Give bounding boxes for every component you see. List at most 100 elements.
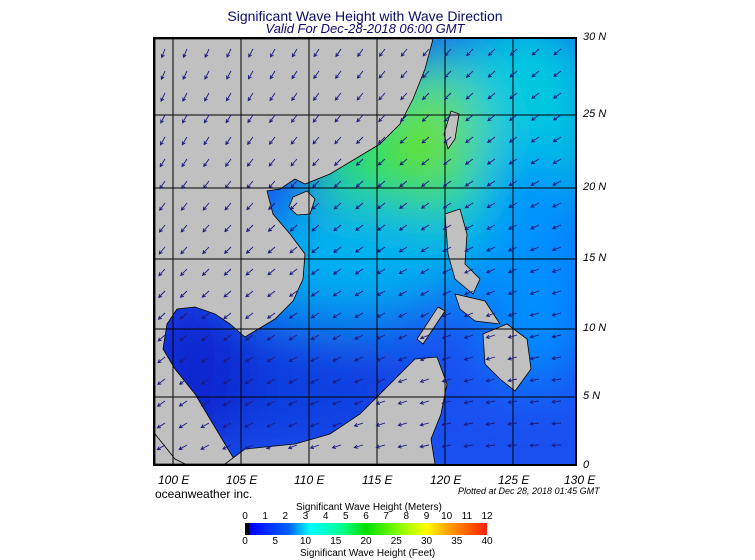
wave-direction-arrow	[419, 378, 430, 383]
wave-direction-arrow	[335, 48, 342, 58]
wave-direction-arrow	[309, 400, 320, 406]
land-mindanao	[482, 323, 532, 392]
wave-direction-arrow	[178, 378, 188, 385]
colorbar-meters-tick: 2	[282, 511, 289, 522]
wave-direction-arrow	[463, 422, 474, 427]
wave-direction-arrow	[225, 136, 232, 146]
wave-direction-arrow	[159, 202, 166, 212]
lon-label: 110 E	[294, 473, 325, 487]
wave-direction-arrow	[485, 356, 496, 361]
wave-direction-arrow	[529, 312, 540, 317]
wave-direction-arrow	[486, 224, 496, 230]
wave-direction-arrow	[552, 136, 562, 143]
lon-label: 100 E	[158, 473, 190, 487]
wave-direction-arrow	[202, 202, 210, 211]
wave-direction-arrow	[552, 92, 562, 99]
wave-direction-arrow	[179, 334, 188, 342]
wave-direction-arrow	[332, 268, 342, 275]
wave-direction-arrow	[442, 180, 452, 187]
wave-direction-arrow	[509, 48, 518, 56]
wave-direction-arrow	[334, 92, 342, 101]
wave-direction-arrow	[421, 114, 430, 122]
wave-direction-arrow	[269, 114, 276, 124]
wave-direction-arrow	[290, 114, 298, 123]
colorbar-feet-tick: 15	[330, 536, 342, 547]
wave-direction-arrow	[158, 246, 166, 255]
colorbar-feet-tick: 30	[420, 536, 433, 547]
wave-direction-arrow	[441, 378, 452, 383]
wave-direction-arrow	[419, 422, 430, 427]
wave-direction-arrow	[287, 422, 298, 428]
wave-direction-arrow	[464, 180, 474, 187]
wave-direction-arrow	[245, 290, 254, 298]
wave-direction-arrow	[157, 378, 166, 386]
land	[155, 39, 532, 464]
wave-direction-arrow	[487, 70, 496, 78]
wave-direction-arrow	[444, 48, 452, 57]
wave-direction-arrow	[507, 421, 518, 426]
wave-direction-arrow	[378, 48, 386, 57]
wave-direction-arrow	[267, 290, 276, 298]
wave-direction-arrow	[246, 158, 254, 167]
wave-direction-arrow	[224, 180, 232, 189]
wave-direction-arrow	[203, 114, 210, 124]
wave-direction-arrow	[377, 136, 386, 144]
wave-direction-arrow	[419, 356, 430, 362]
wave-direction-arrow	[159, 158, 166, 168]
lon-label: 120 E	[430, 473, 462, 487]
wave-direction-arrow	[313, 70, 320, 80]
wave-direction-arrow	[553, 48, 562, 56]
wave-direction-arrow	[442, 246, 452, 252]
wave-direction-arrow	[269, 70, 276, 80]
wave-direction-arrow	[290, 180, 298, 189]
wave-direction-arrow	[244, 356, 254, 363]
wave-direction-arrow	[246, 180, 254, 189]
wave-direction-arrow	[529, 224, 540, 230]
wave-direction-arrow	[331, 378, 342, 384]
wave-direction-arrow	[332, 356, 342, 362]
wave-direction-arrow	[204, 92, 210, 102]
wave-direction-arrow	[420, 224, 430, 231]
wave-direction-arrow	[553, 70, 562, 78]
wave-direction-arrow	[507, 268, 518, 274]
wave-direction-arrow	[507, 400, 518, 405]
wave-direction-arrow	[312, 158, 320, 167]
wave-direction-arrow	[331, 422, 342, 428]
colorbar-feet-tick: 20	[360, 536, 372, 547]
wave-direction-arrow	[529, 290, 540, 295]
land-borneo	[224, 356, 448, 464]
wave-direction-arrow	[422, 48, 430, 57]
map-svg	[155, 39, 575, 464]
wave-direction-arrow	[200, 422, 210, 428]
wave-direction-arrow	[441, 444, 452, 449]
wave-direction-arrow	[311, 224, 320, 232]
wave-direction-arrows	[156, 48, 562, 451]
wave-direction-arrow	[400, 70, 408, 79]
wave-direction-arrow	[463, 334, 474, 339]
wave-direction-arrow	[333, 224, 342, 232]
wave-direction-arrow	[158, 224, 166, 233]
wave-direction-arrow	[313, 92, 320, 101]
wave-direction-arrow	[529, 443, 540, 448]
wave-direction-arrow	[376, 224, 386, 231]
wave-direction-arrow	[419, 444, 430, 449]
wave-direction-arrow	[201, 268, 210, 276]
wave-direction-arrow	[552, 202, 562, 208]
lat-label: 30 N	[583, 31, 607, 43]
wave-direction-arrow	[204, 70, 210, 80]
wave-direction-arrow	[310, 378, 320, 384]
wave-direction-arrow	[309, 444, 320, 450]
wave-direction-arrow	[375, 400, 386, 406]
wave-direction-arrow	[529, 334, 540, 339]
wave-direction-arrow	[551, 377, 562, 383]
wave-direction-arrow	[268, 180, 276, 189]
wave-direction-arrow	[269, 92, 276, 102]
wave-direction-arrow	[376, 334, 386, 340]
wave-direction-arrow	[247, 136, 254, 146]
wave-direction-arrow	[507, 290, 518, 296]
wave-direction-arrow	[222, 422, 232, 428]
lat-label: 20 N	[583, 181, 607, 193]
wave-direction-arrow	[441, 312, 452, 318]
wave-direction-arrow	[443, 114, 452, 122]
wave-direction-arrow	[463, 290, 474, 296]
